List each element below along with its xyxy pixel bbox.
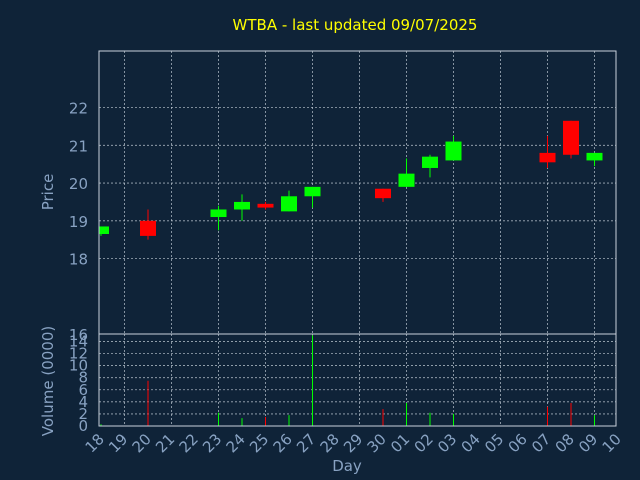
x-tick-label: 01 [387,430,413,456]
candle-body [99,226,109,235]
x-tick-label: 09 [575,430,601,456]
price-tick-label: 22 [69,100,88,118]
x-tick-label: 06 [505,430,531,456]
candle-body [304,186,321,197]
volume-tick-label: 12 [69,345,88,363]
volume-frame [98,333,617,427]
volume-bars [100,335,595,426]
x-tick-label: 20 [129,430,155,456]
volume-tick-label: 0 [78,417,88,435]
candle-body [563,120,579,155]
price-frame [98,50,617,335]
candle-body [281,196,297,212]
x-tick-label: 07 [528,430,554,456]
candle-body [398,173,415,187]
candle-body [140,220,156,236]
x-tick-label: 23 [199,430,225,456]
price-candles [99,120,603,240]
x-tick-label: 05 [481,430,507,456]
x-tick-label: 25 [246,430,272,456]
price-panel: 16 18 19 20 21 22 Price [39,50,617,344]
x-tick-label: 22 [176,430,202,456]
candle-body [375,188,391,199]
x-tick-labels: 1819202122232425262728293001020304050607… [82,430,625,456]
x-tick-label: 03 [434,430,460,456]
x-tick-label: 27 [293,430,319,456]
volume-tick-label: 4 [78,393,88,411]
volume-tick-label: 6 [78,381,88,399]
volume-tick-label: 2 [78,405,88,423]
x-tick-label: 21 [152,430,178,456]
x-tick-label: 24 [223,430,249,456]
price-axis-label: Price [39,174,57,211]
candle-body [445,141,462,161]
price-tick-label: 16 [69,326,88,344]
price-tick-label: 21 [69,137,88,155]
x-tick-label: 28 [317,430,343,456]
price-grid [99,51,616,334]
volume-tick-label: 10 [69,357,88,375]
x-tick-label: 08 [552,430,578,456]
chart-title: WTBA - last updated 09/07/2025 [233,16,478,34]
candle-body [234,201,250,210]
x-tick-label: 29 [340,430,366,456]
x-tick-label: 30 [364,430,390,456]
price-tick-label: 18 [69,251,88,269]
price-tick-label: 20 [69,175,88,193]
x-tick-label: 10 [599,430,625,456]
price-tick-labels: 16 18 19 20 21 22 [69,100,88,344]
x-tick-label: 26 [270,430,296,456]
candle-body [539,152,556,163]
volume-grid [99,334,616,426]
candle-body [210,209,227,218]
candle-body [586,152,603,161]
candle-body [422,156,438,168]
volume-axis-label: Volume (0000) [39,326,57,436]
price-tick-label: 19 [69,213,88,231]
x-tick-label: 19 [105,430,131,456]
x-axis-label: Day [332,457,362,475]
volume-tick-label: 8 [78,369,88,387]
candle-body [257,203,274,208]
volume-tick-label: 14 [69,332,88,350]
x-tick-label: 04 [458,430,484,456]
x-tick-label: 02 [411,430,437,456]
